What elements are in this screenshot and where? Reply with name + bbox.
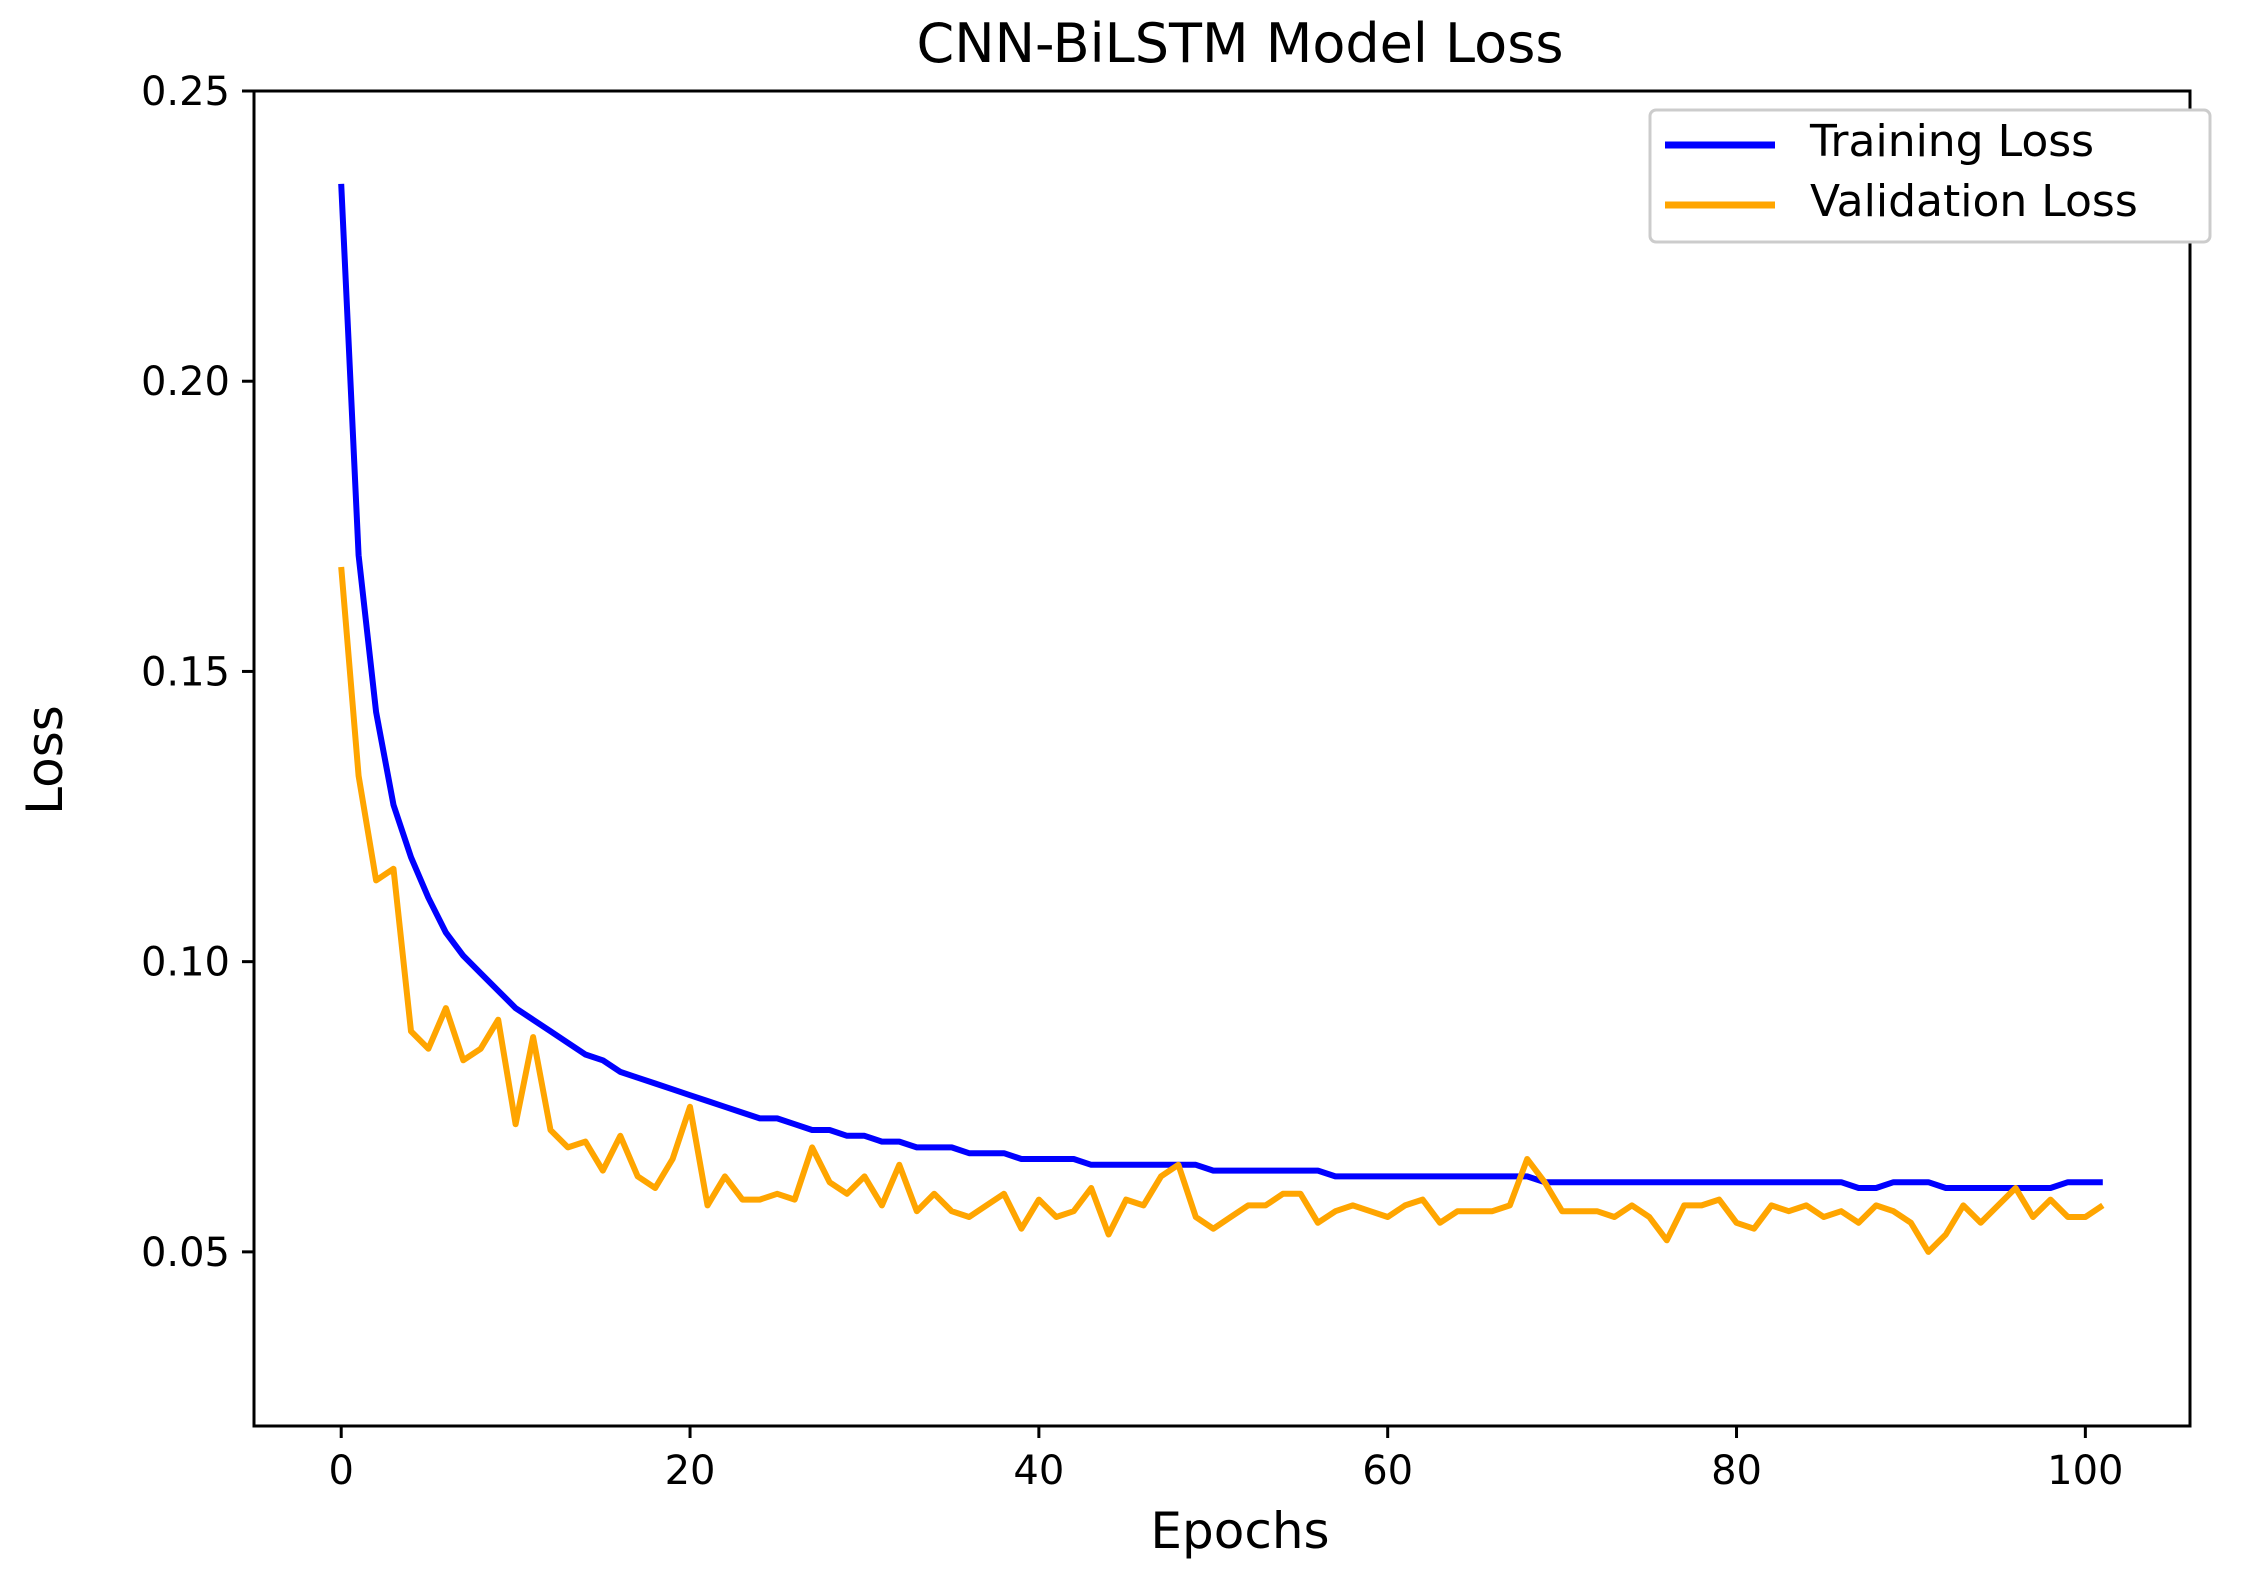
legend-label-training: Training Loss — [1809, 116, 2094, 167]
legend: Training Loss Validation Loss — [1648, 108, 2212, 244]
series-line-validation-loss — [338, 566, 2105, 1255]
x-tick-label: 100 — [2047, 1448, 2123, 1494]
x-tick-label: 40 — [1013, 1448, 1064, 1494]
y-tick-label: 0.05 — [141, 1230, 230, 1276]
legend-box — [1648, 108, 2212, 244]
x-tick-label: 60 — [1362, 1448, 1413, 1494]
chart-title: CNN-BiLSTM Model Loss — [917, 12, 1564, 75]
x-tick-label: 20 — [665, 1448, 716, 1494]
series-line-training-loss — [338, 183, 2103, 1191]
plot-frame — [252, 89, 2192, 1428]
y-tick-label: 0.15 — [141, 649, 230, 695]
x-axis: 0 20 40 60 80 100 — [328, 1426, 2124, 1494]
series-layer — [338, 183, 2105, 1255]
x-axis-label: Epochs — [1150, 1502, 1329, 1560]
y-tick-label: 0.20 — [141, 359, 230, 405]
y-axis: 0.05 0.10 0.15 0.20 0.25 — [141, 69, 254, 1276]
y-axis-label: Loss — [16, 705, 74, 815]
x-tick-label: 0 — [328, 1448, 353, 1494]
legend-label-validation: Validation Loss — [1810, 176, 2138, 227]
x-tick-label: 80 — [1711, 1448, 1762, 1494]
y-tick-label: 0.25 — [141, 69, 230, 115]
y-tick-label: 0.10 — [141, 940, 230, 986]
